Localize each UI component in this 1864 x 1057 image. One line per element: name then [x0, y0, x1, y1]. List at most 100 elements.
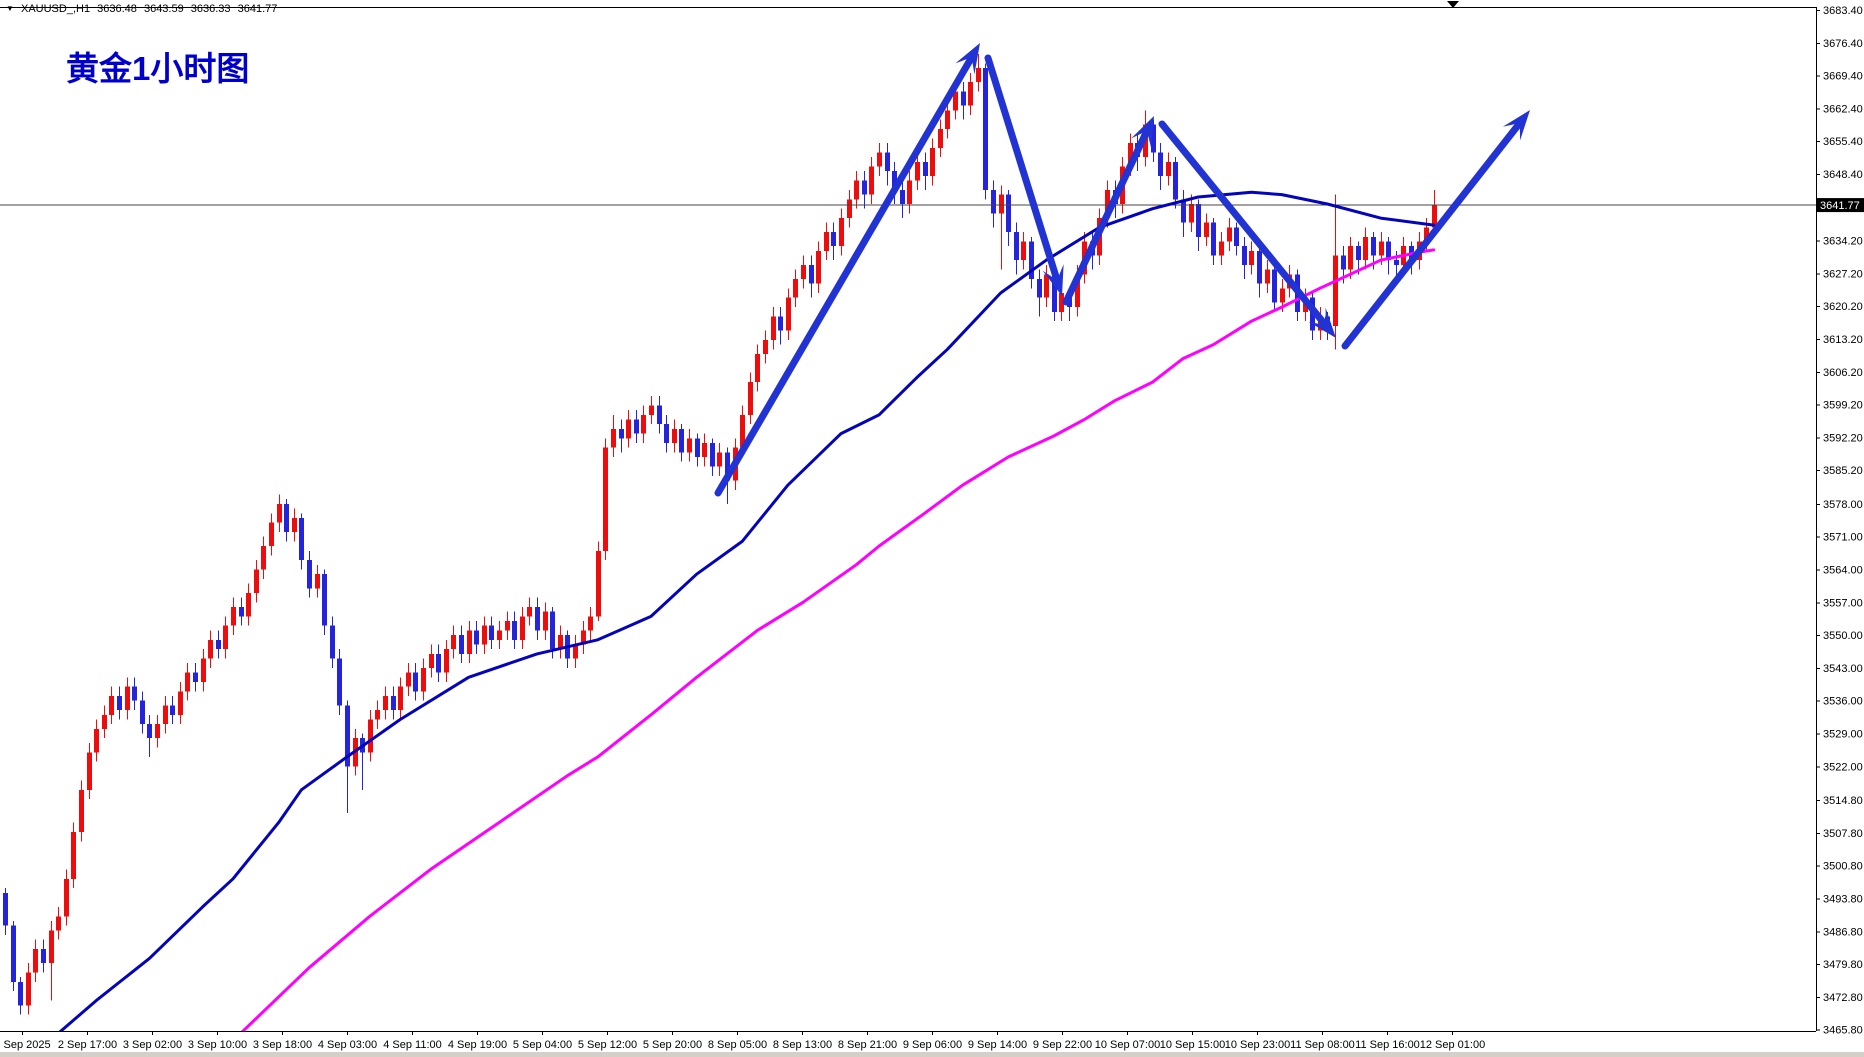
candle-body: [983, 68, 988, 190]
candle-body: [907, 180, 912, 205]
candle-body: [672, 428, 677, 443]
candle-body: [1173, 161, 1178, 200]
candle-body: [649, 405, 654, 415]
trend-arrow[interactable]: [1062, 116, 1154, 306]
candle-body: [869, 166, 874, 195]
candle-body: [877, 152, 882, 167]
candle-body: [474, 630, 479, 645]
candle-body: [1044, 274, 1049, 298]
candle-body: [178, 691, 183, 715]
candle-body: [892, 171, 897, 190]
candle-body: [1219, 241, 1224, 256]
candle-body: [64, 878, 69, 917]
candle-body: [1363, 236, 1368, 261]
candle-body: [923, 161, 928, 176]
window-bottom-edge: [0, 1051, 1864, 1057]
y-axis-label: 3676.40: [1823, 38, 1863, 50]
ma-fast-line: [58, 190, 1436, 1031]
candle-body: [786, 297, 791, 331]
candle-body: [885, 152, 890, 172]
y-axis-label: 3479.80: [1823, 959, 1863, 971]
candle-body: [1265, 269, 1270, 284]
candle-body: [109, 696, 114, 715]
candle-body: [1227, 227, 1232, 242]
candle-body: [1196, 204, 1201, 237]
candle-body: [930, 147, 935, 176]
symbol-label: XAUUSD_,H1: [20, 3, 91, 15]
candle-body: [269, 522, 274, 547]
candle-body: [33, 949, 38, 973]
y-axis-label: 3585.20: [1823, 465, 1863, 477]
candle-body: [132, 686, 137, 701]
y-axis-label: 3536.00: [1823, 696, 1863, 708]
candle-body: [391, 696, 396, 711]
plot-area[interactable]: [0, 43, 1816, 1033]
trend-arrow[interactable]: [1158, 120, 1336, 338]
x-axis-label: 11 Sep 16:00: [1355, 1039, 1420, 1051]
y-axis-label: 3669.40: [1823, 71, 1863, 83]
candle-body: [778, 316, 783, 331]
y-axis-label: 3571.00: [1823, 532, 1863, 544]
candle-body: [1379, 241, 1384, 256]
candle-body: [1037, 278, 1042, 298]
candle-body: [246, 592, 251, 617]
candle-body: [900, 189, 905, 205]
candle-body: [1242, 246, 1247, 265]
y-axis-label: 3627.20: [1823, 268, 1863, 280]
candle-body: [535, 606, 540, 631]
candle-body: [444, 649, 449, 673]
chart-border: [0, 7, 1817, 1032]
candle-body: [945, 110, 950, 130]
x-axis-label: 3 Sep 18:00: [253, 1039, 312, 1051]
candle-body: [809, 264, 814, 284]
candle-body: [801, 264, 806, 279]
candle-body: [429, 653, 434, 668]
candle-body: [71, 831, 76, 879]
candle-body: [330, 625, 335, 659]
x-axis-label: 3 Sep 10:00: [188, 1039, 247, 1051]
y-axis-label: 3465.80: [1823, 1025, 1863, 1037]
x-axis-label: 11 Sep 08:00: [1290, 1039, 1355, 1051]
trend-arrow[interactable]: [714, 43, 980, 497]
candle-body: [467, 630, 472, 654]
chart-shift-marker-icon[interactable]: [1447, 1, 1459, 8]
candle-body: [1333, 255, 1338, 326]
candle-body: [1386, 241, 1391, 261]
x-axis-label: 4 Sep 11:00: [383, 1039, 442, 1051]
symbol-ohlc-readout: ▼ XAUUSD_,H1 3636.48 3643.59 3636.33 364…: [6, 3, 281, 15]
candle-body: [87, 752, 92, 790]
y-axis-label: 3599.20: [1823, 400, 1863, 412]
candle-body: [147, 724, 152, 739]
chart-annotation-title[interactable]: 黄金1小时图: [66, 50, 250, 87]
candle-body: [277, 503, 282, 523]
candle-body: [94, 728, 99, 753]
x-axis-label: 5 Sep 20:00: [643, 1039, 702, 1051]
candle-body: [1158, 152, 1163, 176]
candle-body: [185, 672, 190, 692]
low-value: 3636.33: [190, 3, 231, 15]
trend-arrow[interactable]: [1341, 110, 1530, 350]
candle-body: [489, 625, 494, 640]
candle-body: [1204, 222, 1209, 237]
candle-body: [763, 339, 768, 354]
candle-body: [482, 625, 487, 645]
candle-body: [717, 452, 722, 467]
candle-body: [1257, 250, 1262, 284]
candle-body: [581, 630, 586, 645]
y-axis-label: 3683.40: [1823, 5, 1863, 17]
candle-body: [961, 91, 966, 106]
x-axis-label: 8 Sep 21:00: [838, 1039, 897, 1051]
x-axis-time-scale[interactable]: 2 Sep 2025 2 Sep 17:00 3 Sep 02:00 3 Sep 10…: [0, 1031, 1485, 1051]
candle-body: [976, 68, 981, 83]
y-axis-price-scale[interactable]: 3683.40 3676.40 3669.40 3662.40 3655.40 3648.…: [1816, 5, 1863, 1037]
candle-body: [847, 199, 852, 219]
current-price-tag: 3641.77: [1817, 198, 1864, 213]
y-axis-label: 3634.20: [1823, 236, 1863, 248]
x-axis-label: 4 Sep 19:00: [448, 1039, 507, 1051]
x-axis-label: 9 Sep 22:00: [1033, 1039, 1092, 1051]
candle-body: [611, 428, 616, 448]
candle-body: [436, 653, 441, 673]
trend-arrow[interactable]: [984, 54, 1064, 296]
